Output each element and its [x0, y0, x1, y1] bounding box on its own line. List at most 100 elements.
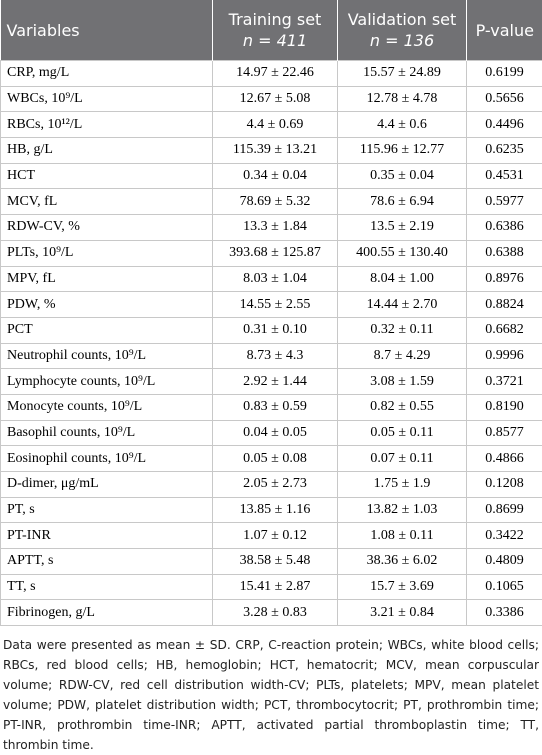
- table-cell: RDW-CV, %: [1, 215, 213, 241]
- table-cell: PT, s: [1, 497, 213, 523]
- table-cell: 1.08 ± 0.11: [338, 523, 467, 549]
- table-cell: 0.07 ± 0.11: [338, 446, 467, 472]
- table-cell: Fibrinogen, g/L: [1, 600, 213, 626]
- table-cell: 2.92 ± 1.44: [213, 369, 338, 395]
- header-text: Variables: [7, 20, 207, 41]
- table-cell: 0.5656: [467, 86, 542, 112]
- table-cell: 13.3 ± 1.84: [213, 215, 338, 241]
- table-cell: 0.82 ± 0.55: [338, 394, 467, 420]
- table-cell: 78.69 ± 5.32: [213, 189, 338, 215]
- table-cell: 14.55 ± 2.55: [213, 292, 338, 318]
- table-cell: Lymphocyte counts, 10⁹/L: [1, 369, 213, 395]
- table-cell: PLTs, 10⁹/L: [1, 240, 213, 266]
- table-cell: 8.04 ± 1.00: [338, 266, 467, 292]
- table-cell: 0.05 ± 0.11: [338, 420, 467, 446]
- table-cell: PDW, %: [1, 292, 213, 318]
- table-cell: Eosinophil counts, 10⁹/L: [1, 446, 213, 472]
- table-cell: 38.36 ± 6.02: [338, 549, 467, 575]
- table-cell: 0.6199: [467, 61, 542, 87]
- table-cell: CRP, mg/L: [1, 61, 213, 87]
- table-cell: 8.73 ± 4.3: [213, 343, 338, 369]
- table-cell: 0.3422: [467, 523, 542, 549]
- table-cell: 3.28 ± 0.83: [213, 600, 338, 626]
- header-cell: P-value: [467, 0, 542, 61]
- table-cell: TT, s: [1, 574, 213, 600]
- table-cell: 0.6388: [467, 240, 542, 266]
- table-cell: 0.8190: [467, 394, 542, 420]
- table-cell: 12.78 ± 4.78: [338, 86, 467, 112]
- table-cell: 4.4 ± 0.6: [338, 112, 467, 138]
- table-cell: 13.82 ± 1.03: [338, 497, 467, 523]
- table-cell: WBCs, 10⁹/L: [1, 86, 213, 112]
- table-cell: Basophil counts, 10⁹/L: [1, 420, 213, 446]
- table-cell: 0.3721: [467, 369, 542, 395]
- table-cell: APTT, s: [1, 549, 213, 575]
- table-cell: 0.4496: [467, 112, 542, 138]
- table-cell: 13.5 ± 2.19: [338, 215, 467, 241]
- header-text: Validation set: [344, 9, 460, 30]
- table-cell: 0.04 ± 0.05: [213, 420, 338, 446]
- table-cell: 0.31 ± 0.10: [213, 317, 338, 343]
- table-cell: RBCs, 10¹²/L: [1, 112, 213, 138]
- table-cell: 0.4531: [467, 163, 542, 189]
- table-cell: 0.8824: [467, 292, 542, 318]
- table-cell: 4.4 ± 0.69: [213, 112, 338, 138]
- table-cell: 0.6386: [467, 215, 542, 241]
- table-cell: HCT: [1, 163, 213, 189]
- table-cell: 0.6235: [467, 138, 542, 164]
- header-subtext: n = 136: [344, 30, 460, 51]
- table-cell: 8.7 ± 4.29: [338, 343, 467, 369]
- table-cell: 78.6 ± 6.94: [338, 189, 467, 215]
- table-cell: 0.1065: [467, 574, 542, 600]
- table-cell: 0.35 ± 0.04: [338, 163, 467, 189]
- header-subtext: n = 411: [219, 30, 331, 51]
- table-cell: 3.08 ± 1.59: [338, 369, 467, 395]
- table-cell: PCT: [1, 317, 213, 343]
- table-cell: 12.67 ± 5.08: [213, 86, 338, 112]
- table-cell: 0.4809: [467, 549, 542, 575]
- table-cell: 0.4866: [467, 446, 542, 472]
- table-cell: Monocyte counts, 10⁹/L: [1, 394, 213, 420]
- table-cell: 1.75 ± 1.9: [338, 472, 467, 498]
- table-cell: PT-INR: [1, 523, 213, 549]
- table-cell: 0.6682: [467, 317, 542, 343]
- table-cell: 15.57 ± 24.89: [338, 61, 467, 87]
- table-cell: D-dimer, μg/mL: [1, 472, 213, 498]
- table-cell: 0.1208: [467, 472, 542, 498]
- table-cell: 0.9996: [467, 343, 542, 369]
- table-cell: 38.58 ± 5.48: [213, 549, 338, 575]
- table-cell: 14.44 ± 2.70: [338, 292, 467, 318]
- table-cell: 0.8976: [467, 266, 542, 292]
- table-cell: 400.55 ± 130.40: [338, 240, 467, 266]
- header-text: P-value: [473, 20, 537, 41]
- table-cell: 115.96 ± 12.77: [338, 138, 467, 164]
- table-cell: 393.68 ± 125.87: [213, 240, 338, 266]
- table-cell: 0.8577: [467, 420, 542, 446]
- table-cell: Neutrophil counts, 10⁹/L: [1, 343, 213, 369]
- table-cell: MCV, fL: [1, 189, 213, 215]
